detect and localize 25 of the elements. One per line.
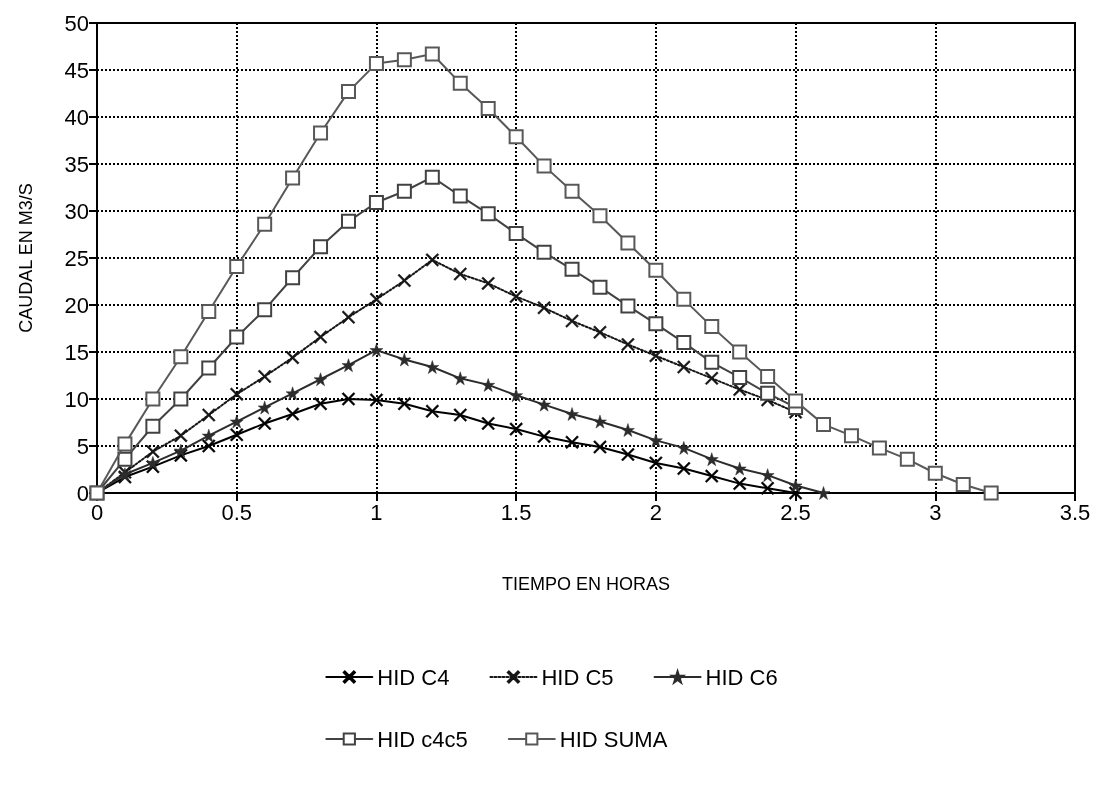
- y-tick-label: 50: [64, 10, 89, 36]
- y-tick-label: 35: [64, 151, 89, 177]
- y-axis-title: CAUDAL EN M3/S: [16, 183, 36, 333]
- legend-label: HID C4: [377, 664, 450, 690]
- x-tick-label: 3: [929, 499, 942, 525]
- legend-label: HID SUMA: [559, 726, 668, 752]
- legend-label: HID c4c5: [377, 726, 468, 752]
- x-axis-title: TIEMPO EN HORAS: [501, 574, 671, 594]
- x-tick-label: 0.5: [221, 499, 253, 525]
- y-tick-label: 45: [64, 57, 89, 83]
- x-tick-label: 2: [649, 499, 662, 525]
- y-tick-label: 30: [64, 198, 89, 224]
- y-tick-label: 15: [64, 339, 89, 365]
- x-tick-label: 1.5: [500, 499, 532, 525]
- y-tick-label: 10: [64, 386, 89, 412]
- y-tick-label: 5: [76, 433, 89, 459]
- x-tick-label: 1: [370, 499, 383, 525]
- legend-label: HID C5: [541, 664, 614, 690]
- x-tick-label: 3.5: [1059, 499, 1091, 525]
- y-tick-label: 25: [64, 245, 89, 271]
- y-tick-label: 40: [64, 104, 89, 130]
- x-tick-label: 2.5: [780, 499, 811, 525]
- y-tick-label: 0: [76, 480, 89, 506]
- y-tick-label: 20: [64, 292, 89, 318]
- legend-label: HID C6: [705, 664, 778, 690]
